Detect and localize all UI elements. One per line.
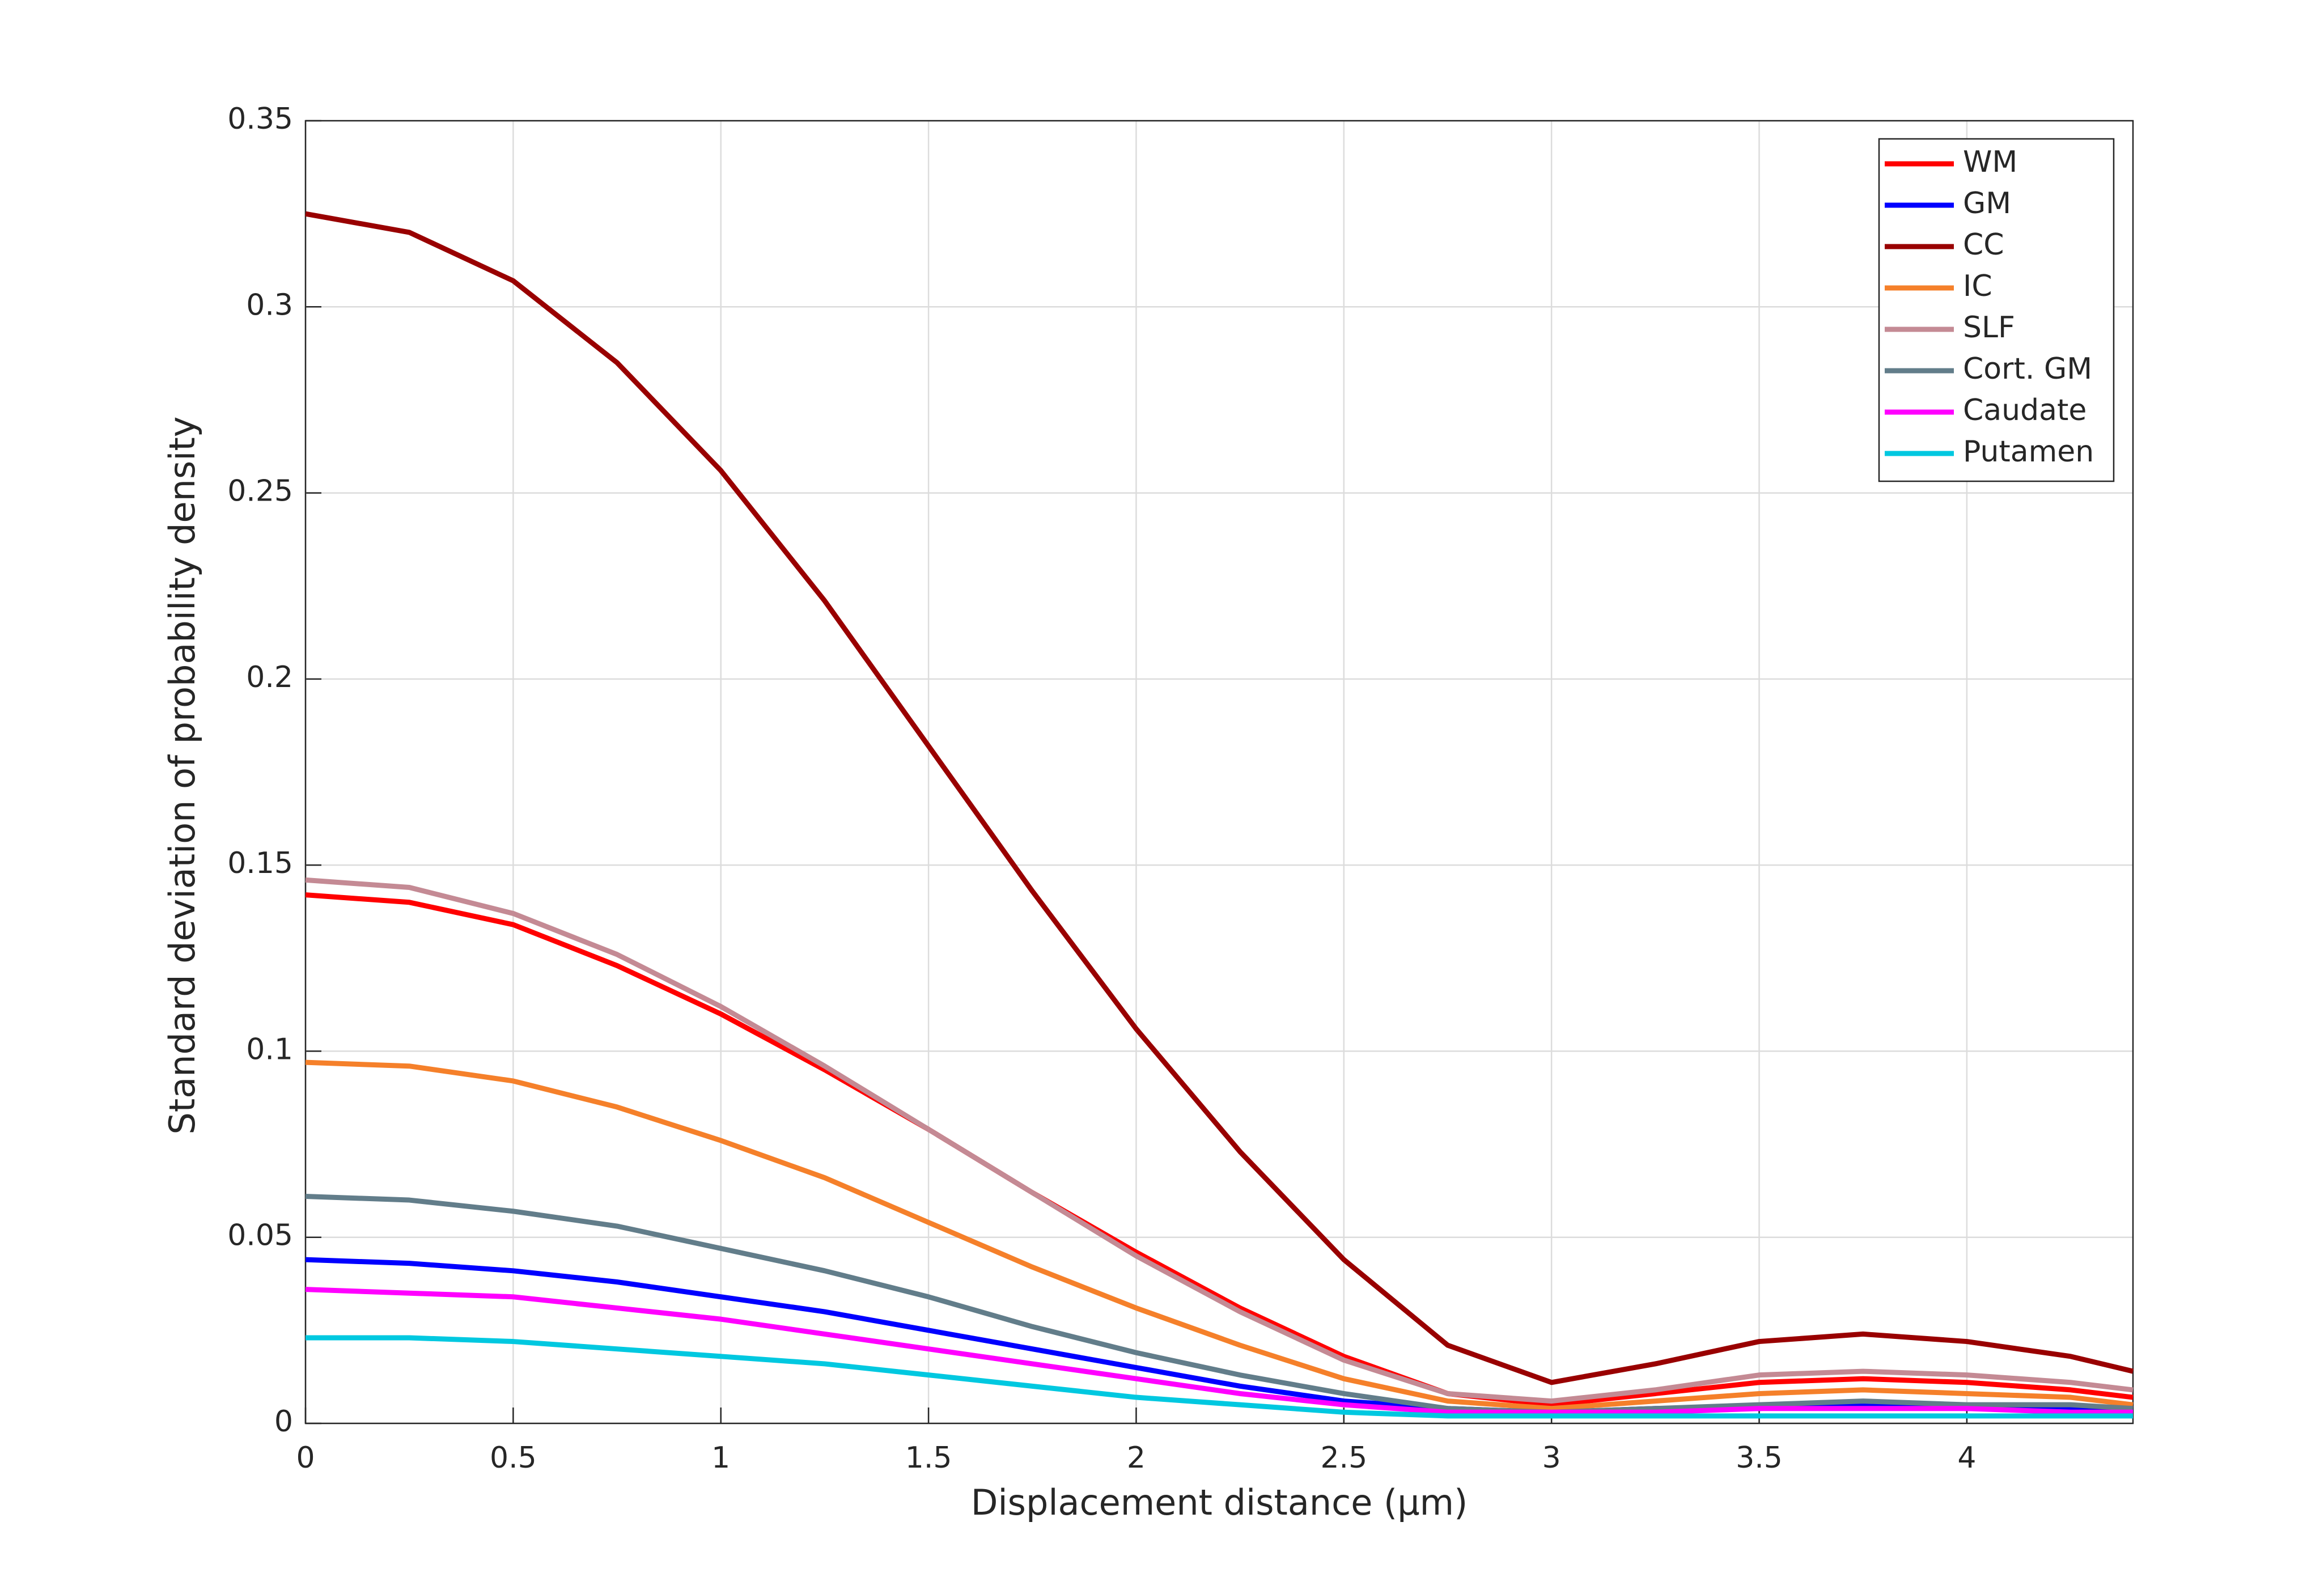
x-tick-label: 1 [711,1441,730,1475]
series-line [305,1193,2134,1415]
legend-box [1878,138,2115,482]
y-tick-label: 0.3 [246,288,293,322]
legend-label: Caudate [1963,393,2086,427]
x-tick-label: 4 [1957,1441,1976,1475]
legend-label: IC [1963,269,1992,303]
series-line [305,877,2134,1404]
legend-label: GM [1963,186,2011,221]
legend-label: SLF [1963,311,2015,345]
legend-label: CC [1963,228,2004,262]
series-line [305,1287,2133,1415]
plot-frame [304,120,2134,1425]
y-tick-label: 0.1 [246,1032,293,1066]
legend-label: Putamen [1963,435,2094,469]
x-tick-label: 1.5 [905,1441,952,1475]
x-tick-label: 0 [296,1441,315,1475]
series-line [306,1335,2133,1419]
series-line [305,892,2134,1408]
y-tick-label: 0.2 [246,660,293,694]
x-tick-label: 3.5 [1736,1441,1783,1475]
legend-label: Cort. GM [1963,352,2092,386]
y-axis-label: Standard deviation of probability densit… [162,417,203,1135]
x-axis-label: Displacement distance (μm) [971,1482,1468,1523]
x-tick-label: 3 [1542,1441,1561,1475]
y-tick-label: 0.15 [227,846,293,880]
y-tick-label: 0.25 [227,474,293,508]
y-tick-label: 0.35 [227,102,293,136]
x-tick-label: 0.5 [490,1441,537,1475]
series-line [305,1257,2134,1415]
series-line [305,211,2134,1385]
legend-label: WM [1963,145,2017,179]
series-line [305,1059,2134,1411]
x-tick-label: 2 [1127,1441,1146,1475]
y-tick-label: 0 [274,1405,293,1439]
x-tick-label: 2.5 [1320,1441,1367,1475]
y-tick-label: 0.05 [227,1219,293,1253]
